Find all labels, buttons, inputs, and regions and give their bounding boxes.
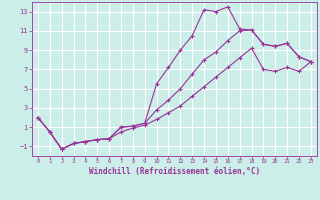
X-axis label: Windchill (Refroidissement éolien,°C): Windchill (Refroidissement éolien,°C) xyxy=(89,167,260,176)
